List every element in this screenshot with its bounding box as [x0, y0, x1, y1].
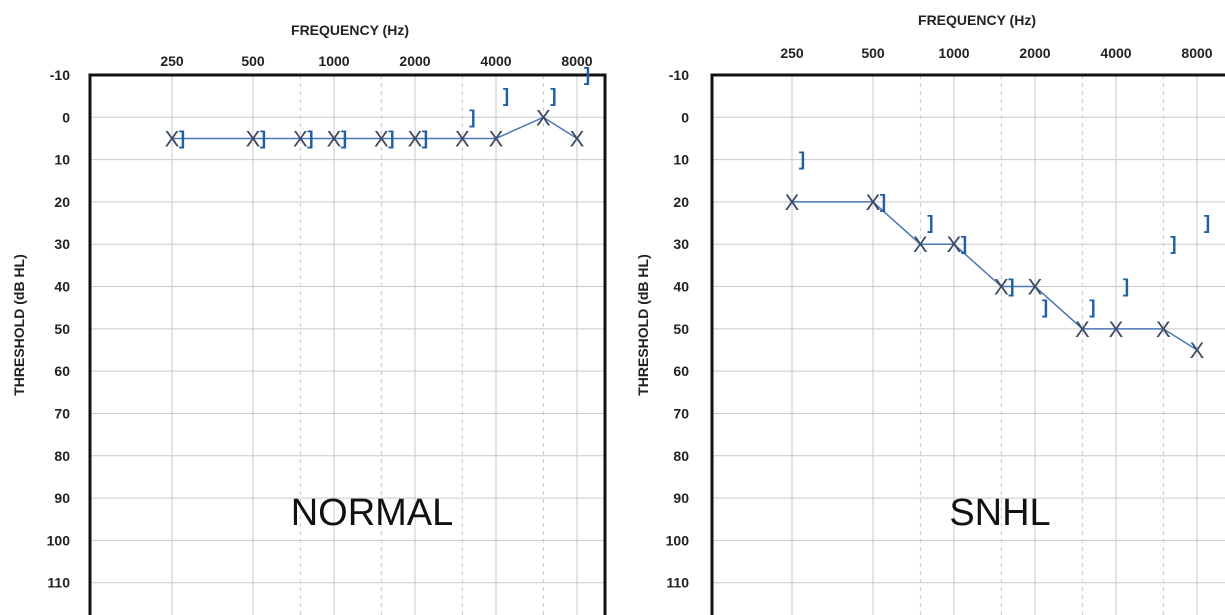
audiogram-normal: 250 500 1000 2000 4000 8000 -10 0 10 20 30 40 50 60 70… [11, 22, 607, 615]
data-point-bracket: ] [422, 128, 428, 149]
y-tick-label: 40 [54, 279, 70, 295]
y-axis-title: THRESHOLD (dB HL) [11, 254, 27, 396]
y-tick-label: 60 [54, 363, 70, 379]
y-tick-label: 0 [681, 109, 689, 125]
plot-frame [710, 73, 1225, 615]
data-point-x: X [293, 126, 308, 151]
x-tick-label: 500 [861, 45, 885, 61]
data-point-x: X [913, 232, 928, 257]
x-tick-label: 250 [780, 45, 804, 61]
data-point-bracket: ] [799, 150, 805, 171]
x-tick-label: 2000 [1019, 45, 1050, 61]
x-tick-label: 250 [160, 53, 184, 69]
y-tick-label: 110 [666, 575, 689, 591]
data-point-x: X [165, 126, 180, 151]
data-point-x: X [246, 126, 261, 151]
y-tick-label: 50 [54, 321, 70, 337]
y-tick-label: 70 [673, 405, 689, 421]
x-axis-title: FREQUENCY (Hz) [918, 12, 1036, 28]
y-tick-label: 40 [673, 279, 689, 295]
data-point-bracket: ] [1008, 277, 1014, 298]
data-point-bracket: ] [260, 128, 266, 149]
x-tick-label: 2000 [399, 53, 430, 69]
x-axis-title: FREQUENCY (Hz) [291, 22, 409, 38]
data-point-bracket: ] [880, 192, 886, 213]
y-tick-label: 80 [54, 448, 70, 464]
data-point-bracket: ] [469, 107, 475, 128]
y-tick-label: 90 [54, 490, 70, 506]
data-point-x: X [408, 126, 423, 151]
y-tick-label: 30 [54, 236, 70, 252]
data-point-x: X [1109, 317, 1124, 342]
x-tick-label: 8000 [561, 53, 592, 69]
data-point-x: X [489, 126, 504, 151]
data-point-bracket: ] [961, 234, 967, 255]
y-tick-label: 10 [673, 152, 689, 168]
plot-frame [88, 73, 607, 615]
y-axis-title: THRESHOLD (dB HL) [635, 254, 651, 396]
data-point-bracket: ] [584, 65, 590, 86]
series-line-x [792, 201, 1198, 351]
data-point-bracket: ] [927, 213, 933, 234]
x-tick-label: 8000 [1181, 45, 1212, 61]
y-tick-label: 20 [54, 194, 70, 210]
y-tick-label: 80 [673, 448, 689, 464]
data-point-x: X [570, 126, 585, 151]
data-point-x: X [1156, 317, 1171, 342]
y-tick-label: -10 [50, 67, 70, 83]
series-line-x [172, 116, 578, 140]
data-point-x: X [374, 126, 389, 151]
data-point-bracket: ] [307, 128, 313, 149]
data-point-x: X [1190, 338, 1205, 363]
data-point-x: X [455, 126, 470, 151]
data-point-bracket: ] [1170, 234, 1176, 255]
y-tick-label: 0 [62, 109, 70, 125]
y-tick-label: 100 [666, 532, 690, 548]
data-point-x: X [866, 190, 881, 215]
data-point-bracket: ] [179, 128, 185, 149]
y-tick-label: 10 [54, 152, 70, 168]
x-tick-label: 500 [241, 53, 265, 69]
data-point-x: X [994, 275, 1009, 300]
y-tick-label: 110 [47, 575, 70, 591]
data-point-bracket: ] [341, 128, 347, 149]
y-tick-label: 70 [54, 405, 70, 421]
data-point-bracket: ] [1042, 298, 1048, 319]
x-tick-label: 1000 [318, 53, 349, 69]
data-point-x: X [536, 105, 551, 130]
data-point-bracket: ] [503, 86, 509, 107]
data-point-x: X [1075, 317, 1090, 342]
y-tick-label: 100 [47, 532, 71, 548]
y-tick-label: 30 [673, 236, 689, 252]
data-point-bracket: ] [1204, 213, 1210, 234]
y-tick-label: -10 [669, 67, 689, 83]
data-point-x: X [947, 232, 962, 257]
data-point-bracket: ] [1089, 298, 1095, 319]
data-point-bracket: ] [1123, 277, 1129, 298]
x-tick-label: 1000 [938, 45, 969, 61]
x-tick-label: 4000 [480, 53, 511, 69]
data-point-bracket: ] [388, 128, 394, 149]
audiogram-snhl: 250 500 1000 2000 4000 8000 -10 0 10 20 30 40 50 60 70… [635, 12, 1225, 615]
data-point-x: X [1028, 275, 1043, 300]
data-point-x: X [785, 190, 800, 215]
data-point-bracket: ] [550, 86, 556, 107]
data-point-x: X [327, 126, 342, 151]
chart-title: SNHL [949, 492, 1050, 534]
y-tick-label: 20 [673, 194, 689, 210]
y-tick-label: 90 [673, 490, 689, 506]
x-tick-label: 4000 [1100, 45, 1131, 61]
y-tick-label: 50 [673, 321, 689, 337]
y-tick-label: 60 [673, 363, 689, 379]
chart-title: NORMAL [291, 492, 454, 534]
